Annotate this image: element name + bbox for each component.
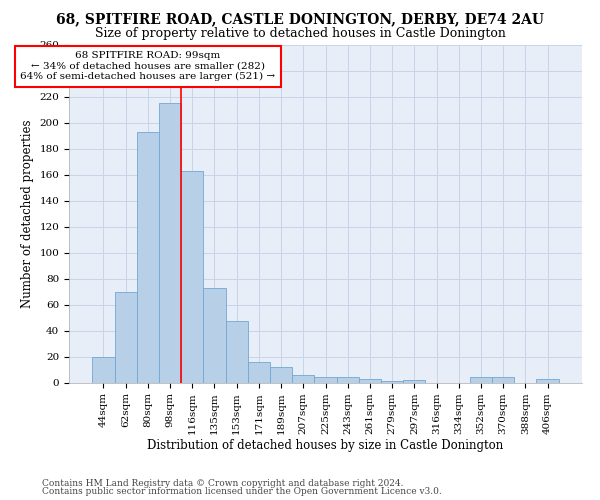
Text: 68 SPITFIRE ROAD: 99sqm
← 34% of detached houses are smaller (282)
64% of semi-d: 68 SPITFIRE ROAD: 99sqm ← 34% of detache… bbox=[20, 52, 275, 82]
Bar bbox=[403, 380, 425, 382]
Bar bbox=[203, 288, 226, 382]
Bar bbox=[270, 367, 292, 382]
Bar bbox=[492, 378, 514, 382]
Y-axis label: Number of detached properties: Number of detached properties bbox=[21, 120, 34, 308]
Text: Contains public sector information licensed under the Open Government Licence v3: Contains public sector information licen… bbox=[42, 487, 442, 496]
Bar bbox=[137, 132, 159, 382]
Bar bbox=[159, 104, 181, 382]
Bar bbox=[359, 378, 381, 382]
Bar bbox=[248, 362, 270, 382]
Bar bbox=[314, 378, 337, 382]
Bar bbox=[536, 378, 559, 382]
Bar bbox=[115, 292, 137, 382]
Bar bbox=[292, 374, 314, 382]
Bar bbox=[92, 356, 115, 382]
Bar bbox=[226, 322, 248, 382]
Text: Contains HM Land Registry data © Crown copyright and database right 2024.: Contains HM Land Registry data © Crown c… bbox=[42, 478, 404, 488]
Bar bbox=[337, 378, 359, 382]
X-axis label: Distribution of detached houses by size in Castle Donington: Distribution of detached houses by size … bbox=[148, 440, 503, 452]
Bar bbox=[381, 381, 403, 382]
Bar bbox=[181, 171, 203, 382]
Text: Size of property relative to detached houses in Castle Donington: Size of property relative to detached ho… bbox=[95, 28, 505, 40]
Text: 68, SPITFIRE ROAD, CASTLE DONINGTON, DERBY, DE74 2AU: 68, SPITFIRE ROAD, CASTLE DONINGTON, DER… bbox=[56, 12, 544, 26]
Bar bbox=[470, 378, 492, 382]
